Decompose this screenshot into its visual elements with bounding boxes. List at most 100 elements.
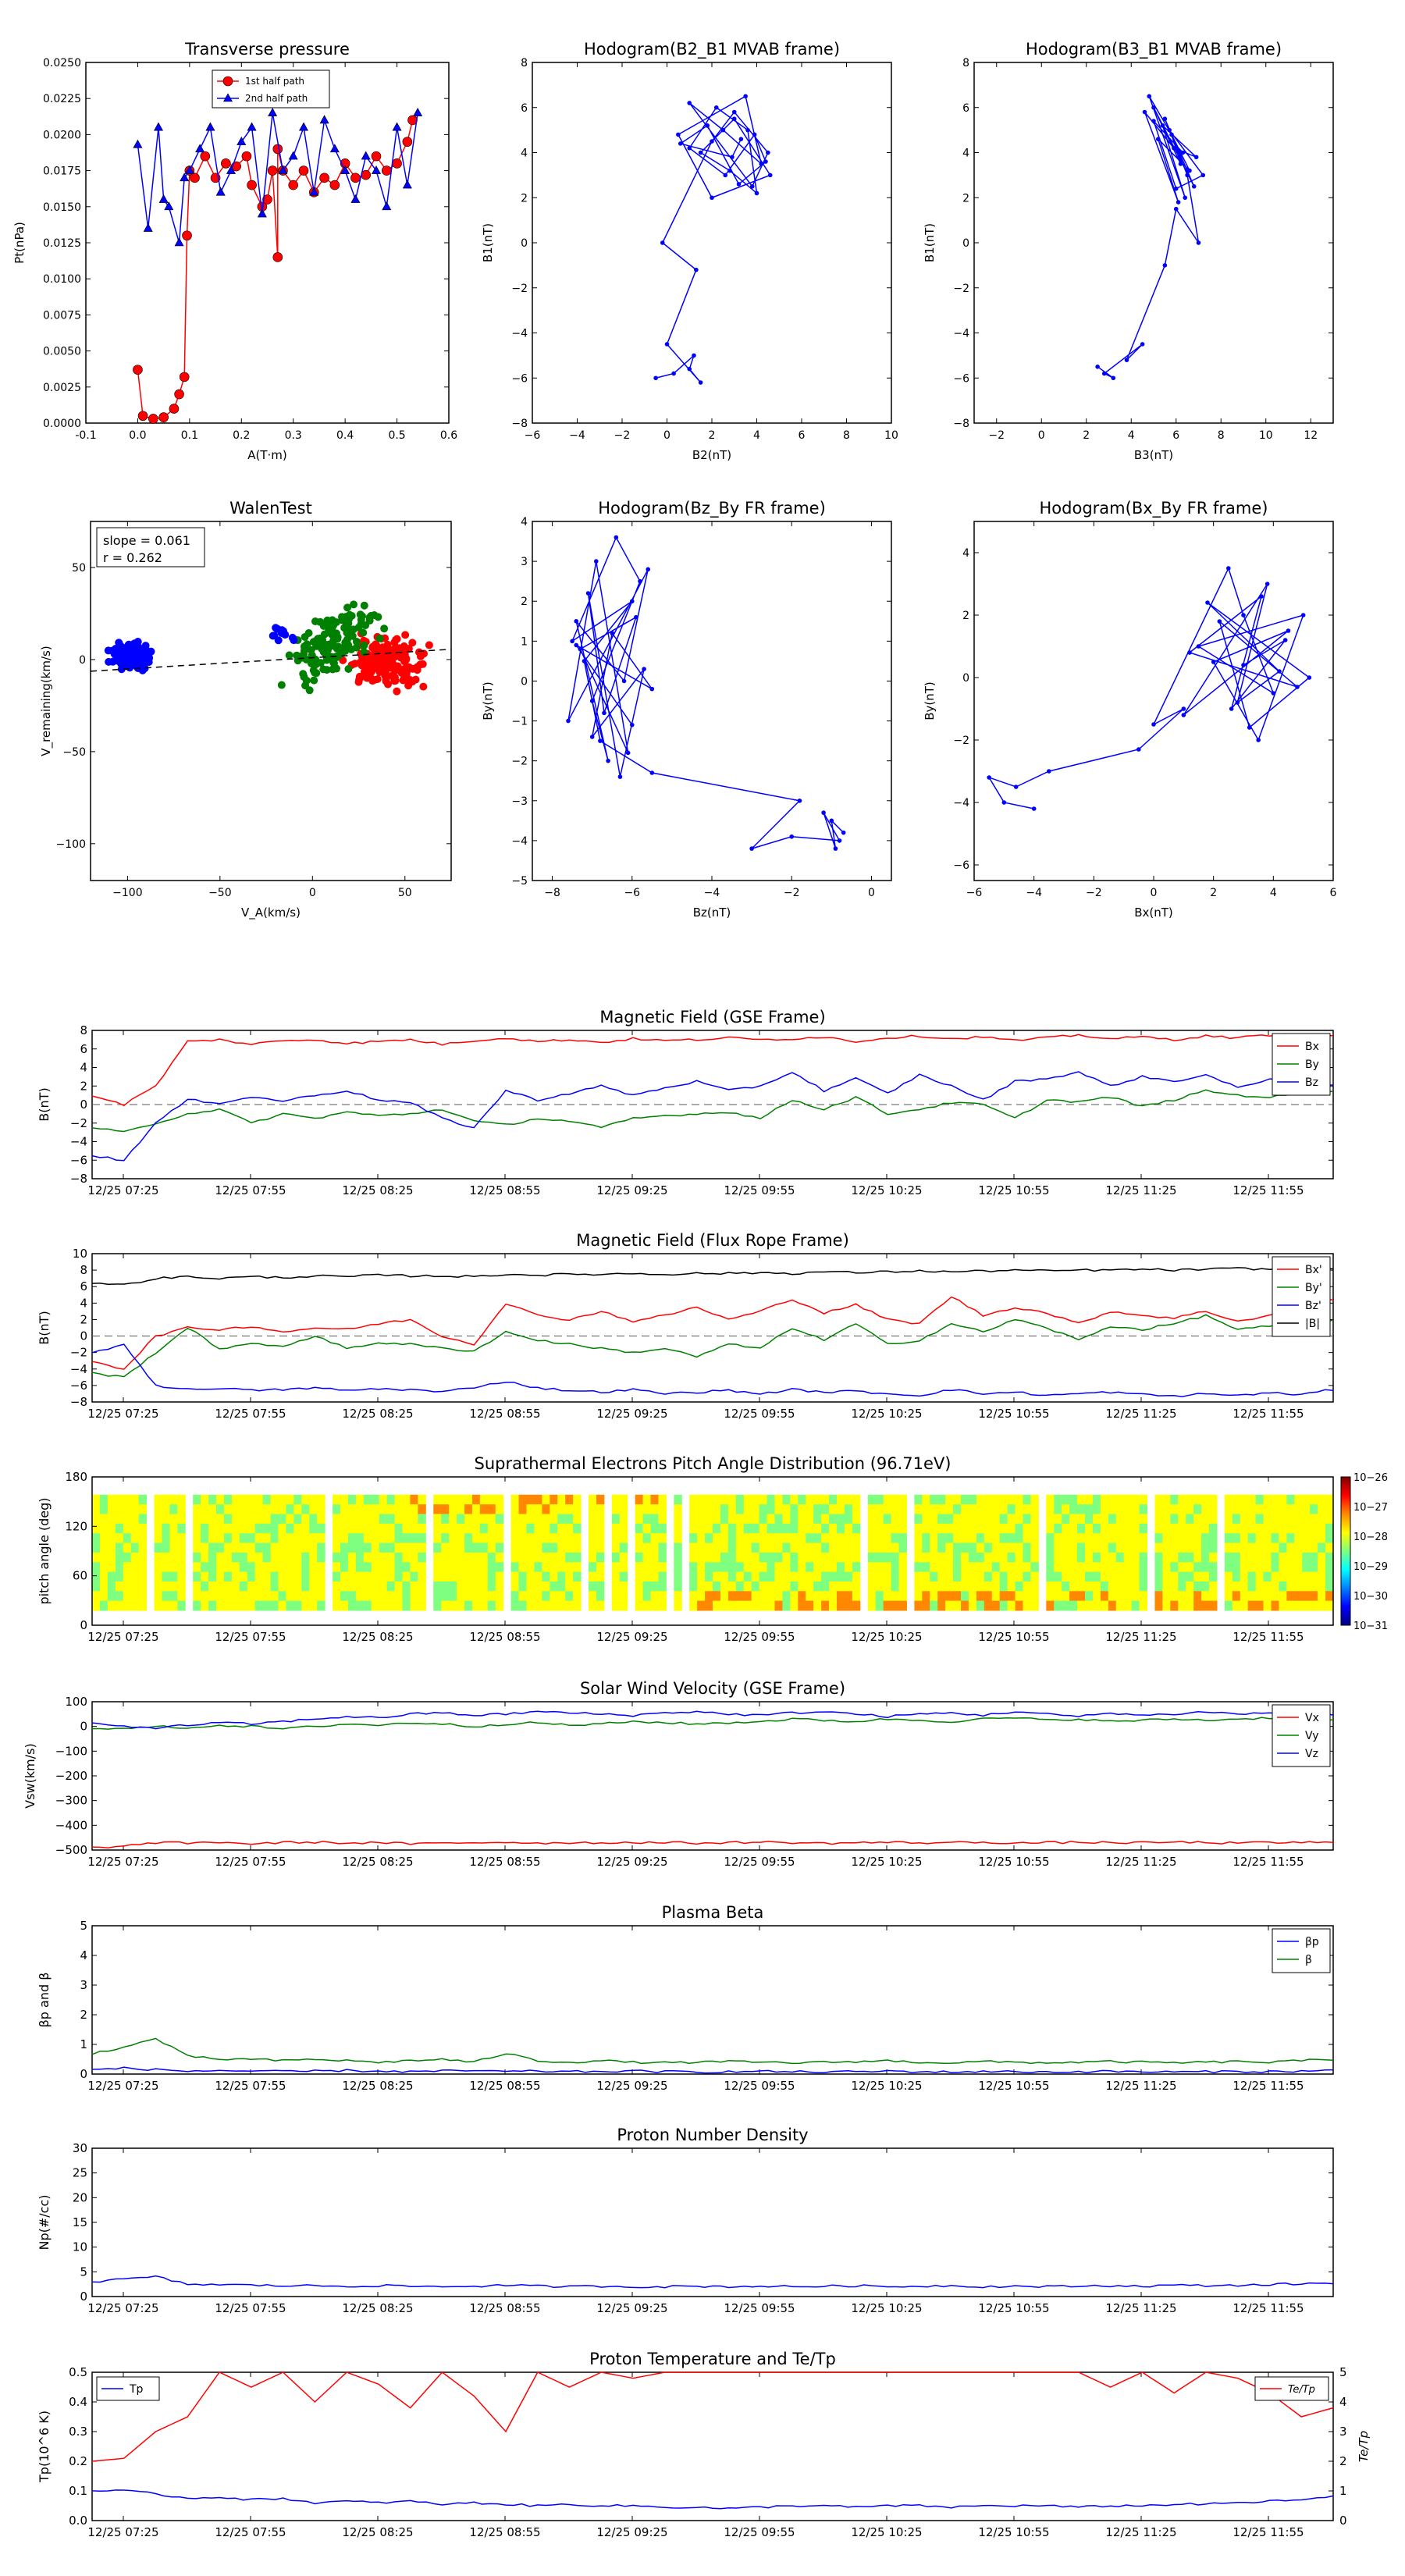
heatmap-cell — [883, 1600, 892, 1611]
data-point — [278, 165, 288, 174]
heatmap-cell — [829, 1552, 838, 1563]
scatter-point — [360, 641, 368, 649]
heatmap-cell — [123, 1494, 132, 1505]
heatmap-cell — [487, 1562, 496, 1573]
scatter-point — [299, 670, 308, 678]
heatmap-cell — [510, 1523, 520, 1534]
heatmap-cell — [534, 1542, 542, 1553]
x-tick-label: 8 — [843, 429, 850, 442]
heatmap-cell — [1263, 1542, 1272, 1553]
heatmap-cell — [309, 1494, 318, 1505]
heatmap-cell — [1325, 1581, 1334, 1592]
heatmap-cell — [852, 1562, 861, 1573]
x-tick-label: 0.4 — [336, 429, 354, 442]
heatmap-cell — [735, 1514, 745, 1525]
heatmap-cell — [1139, 1591, 1147, 1602]
heatmap-cell — [1193, 1591, 1202, 1602]
heatmap-cell — [107, 1571, 116, 1582]
series-line-Bx' — [91, 1296, 1334, 1370]
heatmap-cell — [410, 1552, 418, 1563]
heatmap-cell — [557, 1542, 566, 1553]
heatmap-cell — [363, 1523, 372, 1534]
heatmap-cell — [891, 1581, 899, 1592]
scatter-point — [359, 628, 368, 637]
heatmap-cell — [930, 1504, 938, 1514]
heatmap-cell — [790, 1523, 799, 1534]
heatmap-cell — [635, 1542, 644, 1553]
heatmap-cell — [720, 1542, 729, 1553]
heatmap-cell — [510, 1591, 520, 1602]
heatmap-cell — [1069, 1600, 1078, 1611]
heatmap-cell — [759, 1494, 768, 1505]
heatmap-cell — [1007, 1571, 1016, 1582]
scatter-point — [348, 632, 357, 640]
heatmap-cell — [945, 1504, 954, 1514]
chart-title: Solar Wind Velocity (GSE Frame) — [580, 1679, 845, 1698]
heatmap-cell — [333, 1600, 341, 1611]
scatter-point — [360, 667, 368, 676]
heatmap-cell — [619, 1571, 628, 1582]
scatter-point — [347, 645, 356, 653]
heatmap-cell — [542, 1542, 550, 1553]
heatmap-cell — [573, 1504, 582, 1514]
heatmap-cell — [1046, 1581, 1055, 1592]
scatter-point — [123, 642, 132, 651]
heatmap-cell — [301, 1562, 310, 1573]
heatmap-cell — [976, 1514, 985, 1525]
heatmap-cell — [798, 1504, 806, 1514]
heatmap-cell — [1162, 1533, 1171, 1544]
heatmap-cell — [720, 1581, 729, 1592]
heatmap-cell — [418, 1542, 426, 1553]
heatmap-cell — [177, 1542, 186, 1553]
heatmap-cell — [1023, 1494, 1031, 1505]
heatmap-cell — [518, 1571, 527, 1582]
x-tick-label: 50 — [398, 887, 412, 899]
heatmap-cell — [1294, 1514, 1303, 1525]
heatmap-cell — [177, 1514, 186, 1525]
time-tick-label: 12/25 08:55 — [469, 1855, 540, 1869]
heatmap-cell — [449, 1514, 457, 1525]
heatmap-cell — [418, 1591, 426, 1602]
heatmap-cell — [1154, 1562, 1163, 1573]
heatmap-cell — [239, 1514, 248, 1525]
data-point — [184, 165, 194, 174]
heatmap-cell — [735, 1591, 745, 1602]
heatmap-cell — [177, 1533, 186, 1544]
heatmap-cell — [1092, 1591, 1101, 1602]
data-point — [340, 165, 350, 174]
data-point — [1176, 200, 1181, 205]
scatter-point — [301, 632, 309, 641]
heatmap-cell — [99, 1533, 108, 1544]
y-tick-label: 0.0250 — [43, 57, 81, 69]
heatmap-cell — [557, 1494, 566, 1505]
heatmap-cell — [1108, 1600, 1117, 1611]
heatmap-cell — [418, 1533, 426, 1544]
heatmap-cell — [1294, 1494, 1303, 1505]
y-tick-label: −2 — [953, 735, 969, 747]
data-point — [1217, 619, 1222, 624]
heatmap-cell — [1286, 1494, 1295, 1505]
heatmap-cell — [1023, 1504, 1031, 1514]
heatmap-cell — [216, 1600, 225, 1611]
heatmap-cell — [589, 1581, 597, 1592]
heatmap-cell — [898, 1581, 907, 1592]
heatmap-cell — [705, 1533, 713, 1544]
heatmap-cell — [1263, 1514, 1272, 1525]
heatmap-cell — [193, 1571, 201, 1582]
data-point — [1241, 663, 1246, 667]
heatmap-cell — [674, 1533, 682, 1544]
data-point — [133, 365, 143, 375]
scatter-point — [360, 601, 368, 610]
scatter-point — [319, 665, 328, 674]
heatmap-cell — [774, 1591, 783, 1602]
chart-title: Hodogram(Bx_By FR frame) — [1040, 499, 1268, 518]
heatmap-cell — [767, 1514, 775, 1525]
heatmap-cell — [1170, 1600, 1179, 1611]
time-tick-label: 12/25 07:55 — [215, 2301, 286, 2315]
heatmap-cell — [743, 1542, 752, 1553]
heatmap-cell — [99, 1562, 108, 1573]
heatmap-cell — [674, 1504, 682, 1514]
y-tick-label: 0 — [80, 2067, 87, 2081]
heatmap-cell — [1240, 1523, 1249, 1534]
heatmap-cell — [154, 1600, 162, 1611]
